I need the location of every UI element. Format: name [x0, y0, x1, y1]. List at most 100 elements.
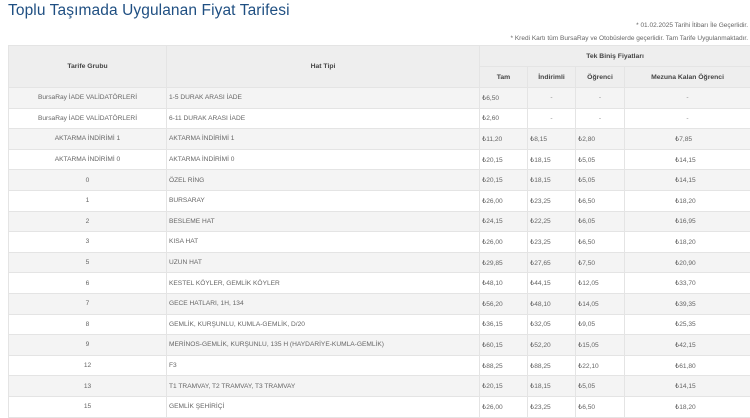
cell-price-ogrenci: ₺6,05 [575, 210, 625, 233]
cell-price-indirimli: ₺22,25 [527, 210, 576, 233]
table-row: 7 GECE HATLARI, 1H, 134 ₺56,20 ₺48,10 ₺14,05… [8, 292, 750, 315]
col-header-group: Tarife Grubu [8, 45, 167, 88]
cell-line-type: AKTARMA İNDİRİMİ 1 [166, 128, 480, 150]
cell-tariff-group: 15 [8, 395, 167, 418]
table-row: 6 KESTEL KÖYLER, GEMLİK KÖYLER ₺48,10 ₺44,1… [8, 272, 750, 294]
table-row: BursaRay İADE VALİDATÖRLERİ 1-5 DURAK ARA… [8, 87, 750, 109]
cell-price-mezuna: ₺33,70 [623, 272, 750, 294]
cell-price-indirimli: ₺88,25 [527, 354, 576, 377]
cell-price-tam: ₺26,00 [479, 189, 528, 212]
cell-price-mezuna: ₺14,15 [623, 169, 750, 191]
cell-tariff-group: 5 [8, 251, 167, 274]
col-header-tam: Tam [479, 66, 528, 88]
col-header-indirimli: İndirimli [527, 66, 576, 88]
cell-line-type: BESLEME HAT [166, 210, 480, 233]
table-row: 0 ÖZEL RİNG ₺20,15 ₺18,15 ₺5,05 ₺14,15 [8, 169, 750, 191]
table-body: BursaRay İADE VALİDATÖRLERİ 1-5 DURAK ARA… [8, 87, 750, 418]
cell-line-type: UZUN HAT [166, 251, 480, 274]
cell-price-ogrenci: ₺15,05 [575, 334, 625, 356]
cell-price-tam: ₺24,15 [479, 210, 528, 233]
cell-price-indirimli: ₺27,65 [527, 251, 576, 274]
cell-line-type: F3 [166, 354, 480, 377]
cell-price-indirimli: ₺44,15 [527, 272, 576, 294]
cell-price-tam: ₺29,85 [479, 251, 528, 274]
table-row: 3 KISA HAT ₺26,00 ₺23,25 ₺6,50 ₺18,20 [8, 231, 750, 253]
cell-price-mezuna: - [623, 107, 750, 130]
cell-line-type: KESTEL KÖYLER, GEMLİK KÖYLER [166, 272, 480, 294]
table-header: Tarife Grubu Hat Tipi Tek Biniş Fiyatlar… [8, 45, 750, 88]
table-row: 2 BESLEME HAT ₺24,15 ₺22,25 ₺6,05 ₺16,95 [8, 210, 750, 233]
cell-price-mezuna: ₺18,20 [623, 189, 750, 212]
cell-tariff-group: 0 [8, 169, 167, 191]
col-header-single-fare: Tek Biniş Fiyatları [478, 45, 750, 67]
cell-price-tam: ₺26,00 [479, 231, 528, 253]
cell-tariff-group: 9 [8, 334, 167, 356]
cell-price-ogrenci: ₺6,50 [575, 395, 625, 418]
col-header-mezuna: Mezuna Kalan Öğrenci [623, 66, 750, 88]
cell-price-mezuna: ₺7,85 [623, 128, 750, 150]
cell-line-type: ÖZEL RİNG [166, 169, 480, 191]
cell-tariff-group: AKTARMA İNDİRİMİ 0 [8, 148, 167, 171]
cell-tariff-group: 13 [8, 375, 167, 397]
cell-price-tam: ₺20,15 [479, 148, 528, 171]
cell-price-tam: ₺11,20 [479, 128, 528, 150]
cell-tariff-group: 8 [8, 313, 167, 336]
cell-price-indirimli: - [527, 87, 576, 109]
cell-tariff-group: 12 [8, 354, 167, 377]
cell-tariff-group: 7 [8, 292, 167, 315]
credit-card-note: * Kredi Kartı tüm BursaRay ve Otobüslerd… [510, 35, 748, 42]
table-row: AKTARMA İNDİRİMİ 1 AKTARMA İNDİRİMİ 1 ₺11,… [8, 128, 750, 150]
cell-tariff-group: BursaRay İADE VALİDATÖRLERİ [8, 87, 167, 109]
cell-tariff-group: 2 [8, 210, 167, 233]
cell-price-indirimli: ₺23,25 [527, 231, 576, 253]
cell-price-ogrenci: ₺5,05 [575, 375, 625, 397]
table-row: 8 GEMLİK, KURŞUNLU, KUMLA-GEMLİK, D/20 ₺36… [8, 313, 750, 336]
page-title: Toplu Taşımada Uygulanan Fiyat Tarifesi [8, 2, 290, 19]
cell-price-ogrenci: ₺5,05 [575, 148, 625, 171]
cell-price-indirimli: ₺18,15 [527, 148, 576, 171]
col-header-ogrenci: Öğrenci [575, 66, 625, 88]
cell-price-mezuna: ₺61,80 [623, 354, 750, 377]
cell-price-tam: ₺20,15 [479, 375, 528, 397]
cell-price-tam: ₺36,15 [479, 313, 528, 336]
cell-price-mezuna: ₺20,90 [623, 251, 750, 274]
cell-price-ogrenci: ₺5,05 [575, 169, 625, 191]
cell-price-mezuna: - [623, 87, 750, 109]
cell-price-tam: ₺48,10 [479, 272, 528, 294]
col-header-line-type: Hat Tipi [166, 45, 480, 88]
cell-price-indirimli: ₺18,15 [527, 169, 576, 191]
cell-line-type: BURSARAY [166, 189, 480, 212]
cell-price-tam: ₺6,50 [479, 87, 528, 109]
table-row: 5 UZUN HAT ₺29,85 ₺27,65 ₺7,50 ₺20,90 [8, 251, 750, 274]
cell-price-ogrenci: ₺14,05 [575, 292, 625, 315]
cell-price-mezuna: ₺14,15 [623, 375, 750, 397]
cell-tariff-group: 3 [8, 231, 167, 253]
cell-line-type: GEMLİK, KURŞUNLU, KUMLA-GEMLİK, D/20 [166, 313, 480, 336]
table-row: 13 T1 TRAMVAY, T2 TRAMVAY, T3 TRAMVAY ₺20,… [8, 375, 750, 397]
cell-tariff-group: 6 [8, 272, 167, 294]
cell-price-tam: ₺20,15 [479, 169, 528, 191]
table-row: 12 F3 ₺88,25 ₺88,25 ₺22,10 ₺61,80 [8, 354, 750, 377]
table-row: 15 GEMLİK ŞEHİRİÇİ ₺26,00 ₺23,25 ₺6,50 ₺18,20 [8, 395, 750, 418]
cell-price-indirimli: ₺23,25 [527, 395, 576, 418]
cell-price-ogrenci: ₺2,80 [575, 128, 625, 150]
cell-price-ogrenci: ₺7,50 [575, 251, 625, 274]
cell-price-tam: ₺88,25 [479, 354, 528, 377]
cell-line-type: MERİNOS-GEMLİK, KURŞUNLU, 135 H (HAYDARİ… [166, 334, 480, 356]
cell-line-type: KISA HAT [166, 231, 480, 253]
cell-price-ogrenci: - [575, 87, 625, 109]
cell-price-tam: ₺56,20 [479, 292, 528, 315]
cell-tariff-group: AKTARMA İNDİRİMİ 1 [8, 128, 167, 150]
cell-line-type: AKTARMA İNDİRİMİ 0 [166, 148, 480, 171]
cell-price-mezuna: ₺39,35 [623, 292, 750, 315]
cell-price-indirimli: ₺48,10 [527, 292, 576, 315]
cell-line-type: 6-11 DURAK ARASI İADE [166, 107, 480, 130]
cell-price-mezuna: ₺18,20 [623, 395, 750, 418]
cell-price-tam: ₺26,00 [479, 395, 528, 418]
cell-tariff-group: BursaRay İADE VALİDATÖRLERİ [8, 107, 167, 130]
tariff-table: Tarife Grubu Hat Tipi Tek Biniş Fiyatlar… [8, 45, 750, 418]
table-row: AKTARMA İNDİRİMİ 0 AKTARMA İNDİRİMİ 0 ₺20,… [8, 148, 750, 171]
cell-price-mezuna: ₺42,15 [623, 334, 750, 356]
cell-price-ogrenci: ₺12,05 [575, 272, 625, 294]
